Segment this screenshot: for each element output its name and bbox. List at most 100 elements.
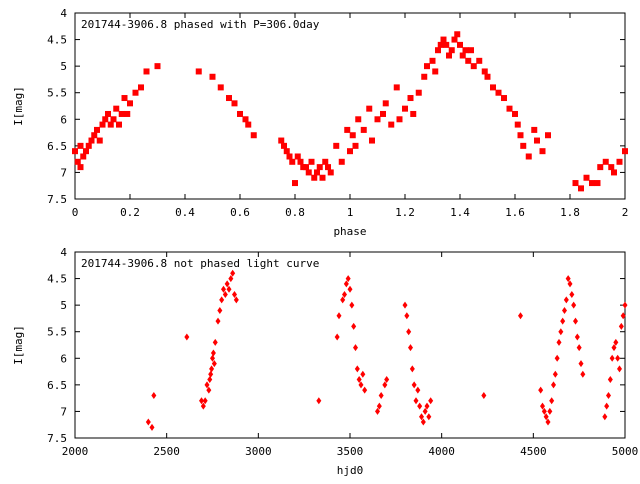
data-point (375, 407, 380, 415)
data-point (132, 89, 139, 96)
data-point (440, 36, 447, 43)
data-point (611, 169, 617, 176)
x-tick-label: 2 (622, 206, 629, 219)
data-point (102, 116, 109, 123)
data-point (501, 95, 507, 102)
data-point (224, 280, 230, 288)
data-point (608, 164, 615, 171)
data-point (226, 285, 232, 293)
data-point (110, 116, 117, 123)
data-point (143, 68, 150, 75)
data-point (540, 402, 545, 410)
data-point (428, 397, 434, 405)
data-point (355, 116, 362, 123)
data-point (411, 381, 417, 389)
data-point (209, 73, 216, 80)
data-point (404, 312, 410, 320)
data-point (565, 275, 571, 283)
data-point (207, 376, 213, 384)
y-tick-label: 7.5 (47, 432, 67, 445)
data-point (462, 47, 469, 54)
data-point (525, 153, 532, 160)
data-point (446, 52, 452, 59)
data-point (589, 180, 595, 187)
data-point (421, 73, 428, 80)
data-point (490, 84, 496, 91)
x-axis-label: phase (333, 225, 366, 238)
data-point (353, 344, 358, 352)
data-point (622, 148, 628, 155)
y-tick-label: 5.5 (47, 326, 67, 339)
data-point (360, 370, 366, 378)
x-tick-label: 0.8 (285, 206, 305, 219)
data-point (545, 132, 551, 139)
data-point (406, 328, 412, 336)
data-point (388, 121, 395, 128)
data-point (554, 354, 560, 362)
data-point (563, 296, 569, 304)
data-point (121, 95, 128, 102)
x-tick-label: 1.2 (395, 206, 415, 219)
data-point (356, 376, 362, 384)
data-point (124, 110, 131, 117)
data-point (481, 68, 488, 75)
data-point (113, 105, 120, 112)
data-point (402, 105, 408, 112)
data-point (424, 63, 430, 70)
data-point (573, 317, 578, 325)
data-point (551, 381, 556, 389)
data-points (145, 269, 628, 431)
data-point (384, 376, 390, 384)
data-point (597, 164, 604, 171)
chart-title: 201744-3906.8 not phased light curve (81, 257, 319, 270)
data-point (429, 57, 436, 64)
data-point (617, 365, 622, 373)
data-point (278, 137, 285, 144)
data-point (580, 370, 586, 378)
data-point (96, 137, 103, 144)
data-point (382, 381, 388, 389)
data-point (149, 423, 155, 431)
data-point (512, 110, 518, 117)
data-point (127, 100, 133, 107)
data-point (210, 354, 215, 362)
data-point (531, 126, 538, 133)
y-tick-label: 7 (60, 166, 67, 179)
data-point (432, 68, 439, 75)
data-point (583, 174, 590, 181)
data-point (571, 301, 577, 309)
data-point (344, 126, 351, 133)
data-point (72, 148, 78, 155)
x-tick-label: 1.6 (505, 206, 525, 219)
data-point (407, 95, 414, 102)
data-point (349, 301, 355, 309)
data-point (539, 148, 546, 155)
y-tick-label: 7 (60, 405, 67, 418)
data-point (345, 275, 351, 283)
data-point (484, 73, 491, 80)
data-point (604, 402, 610, 410)
data-point (250, 132, 257, 139)
data-point (316, 397, 322, 405)
data-point (230, 269, 236, 277)
data-point (215, 317, 221, 325)
data-point (99, 121, 106, 128)
x-tick-label: 4000 (428, 445, 455, 458)
data-point (221, 285, 226, 293)
data-point (305, 169, 312, 176)
data-point (518, 312, 523, 320)
data-point (606, 391, 611, 399)
data-point (74, 158, 81, 165)
data-point (443, 41, 450, 48)
data-point (422, 407, 428, 415)
data-point (286, 153, 293, 160)
data-point (437, 41, 444, 48)
data-point (476, 57, 483, 64)
data-point (233, 296, 239, 304)
data-point (85, 142, 92, 149)
data-point (419, 413, 424, 421)
data-point (558, 328, 564, 336)
data-point (228, 275, 234, 283)
data-point (481, 391, 487, 399)
data-point (138, 84, 144, 91)
